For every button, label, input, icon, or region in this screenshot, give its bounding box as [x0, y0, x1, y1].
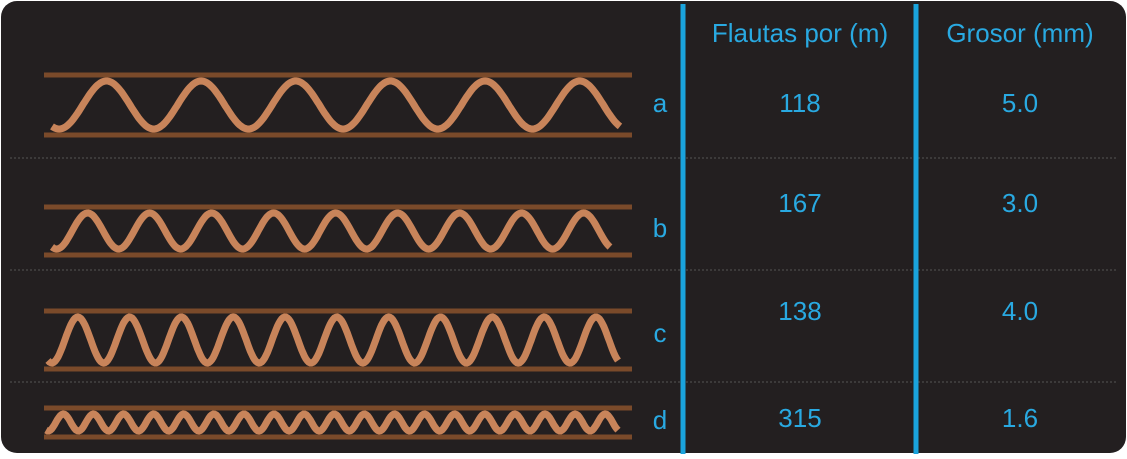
flutes-value: 138 — [778, 296, 821, 326]
flute-wave — [49, 209, 613, 253]
flute-wave — [44, 410, 621, 435]
flute-wave — [45, 313, 621, 367]
flutes-value: 315 — [778, 403, 821, 433]
thickness-value: 3.0 — [1002, 188, 1038, 218]
thickness-value: 4.0 — [1002, 296, 1038, 326]
flute-illustrations — [44, 72, 632, 440]
column-header: Flautas por (m) — [712, 18, 888, 48]
row-label: c — [654, 318, 667, 348]
flutes-value: 118 — [779, 88, 820, 118]
row-label: a — [653, 88, 668, 118]
separators — [10, 157, 1118, 383]
row-label: b — [653, 213, 667, 243]
column-header: Grosor (mm) — [946, 18, 1093, 48]
thickness-value: 5.0 — [1002, 88, 1038, 118]
thickness-value: 1.6 — [1002, 403, 1038, 433]
flute-wave — [50, 77, 623, 133]
flutes-value: 167 — [778, 188, 821, 218]
row-label: d — [653, 405, 667, 435]
